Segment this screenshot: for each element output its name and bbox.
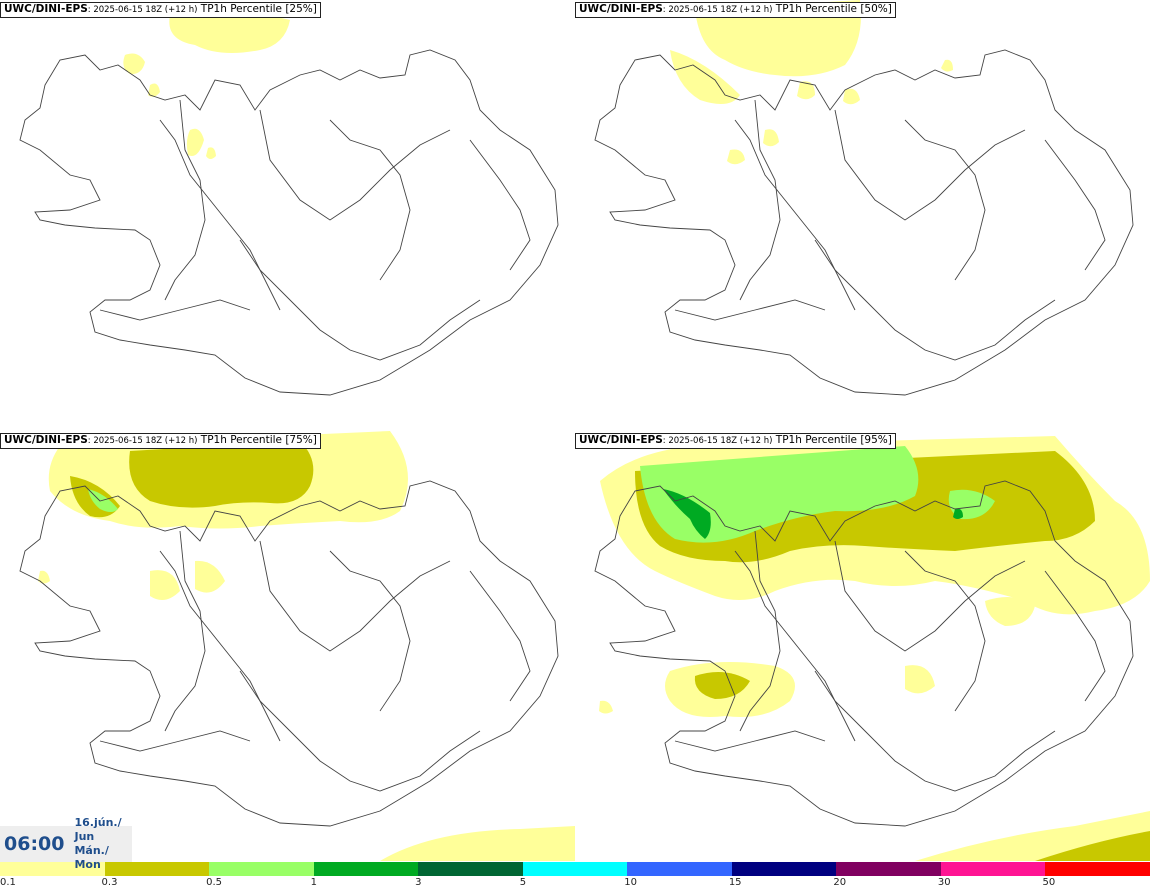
colorbar-label: 0.5 xyxy=(206,877,222,888)
run-time: : 2025-06-15 18Z (+12 h) xyxy=(87,5,198,15)
colorbar-segment xyxy=(522,862,628,876)
bottom-strip-p95 xyxy=(915,811,1150,861)
bottom-strip-p75 xyxy=(380,826,575,861)
valid-time: 06:00 xyxy=(4,833,65,855)
map-panel-p95: UWC/DINI-EPS: 2025-06-15 18Z (+12 h) TP1… xyxy=(575,431,1150,861)
product-label: TP1h Percentile [25%] xyxy=(197,3,317,15)
colorbar-segment xyxy=(313,862,419,876)
model-name: UWC/DINI-EPS xyxy=(579,3,663,15)
precip-field-p25 xyxy=(123,11,290,159)
colorbar-segment xyxy=(418,862,523,876)
precip-map-p75 xyxy=(19,431,575,861)
colorbar-label: 10 xyxy=(624,877,637,888)
map-panel-p50: UWC/DINI-EPS: 2025-06-15 18Z (+12 h) TP1… xyxy=(575,0,1150,430)
colorbar-label: 0.1 xyxy=(0,877,16,888)
map-panel-p75: UWC/DINI-EPS: 2025-06-15 18Z (+12 h) TP1… xyxy=(0,431,575,861)
product-label: TP1h Percentile [95%] xyxy=(772,434,892,446)
colorbar-segment xyxy=(731,862,837,876)
coastline-p50 xyxy=(594,49,1134,396)
colorbar-segment xyxy=(627,862,732,876)
panel-header-p25: UWC/DINI-EPS: 2025-06-15 18Z (+12 h) TP1… xyxy=(0,2,321,18)
model-name: UWC/DINI-EPS xyxy=(579,434,663,446)
run-time: : 2025-06-15 18Z (+12 h) xyxy=(662,436,773,446)
colorbar-labels: 0.1 0.3 0.5 1 3 5 10 15 20 30 50 xyxy=(0,876,1150,890)
colorbar-label: 20 xyxy=(833,877,847,888)
colorbar-segment xyxy=(0,862,105,876)
panel-header-p75: UWC/DINI-EPS: 2025-06-15 18Z (+12 h) TP1… xyxy=(0,433,321,449)
coastline-p95 xyxy=(594,480,1134,827)
valid-date-line1: 16.jún./ Jun xyxy=(74,816,122,843)
colorbar-label: 30 xyxy=(937,877,951,888)
colorbar-segment xyxy=(836,862,941,876)
valid-date-line2: Mán./ Mon xyxy=(74,844,109,871)
colorbar-label: 1 xyxy=(310,877,317,888)
coastline-p25 xyxy=(19,49,559,396)
product-label: TP1h Percentile [50%] xyxy=(772,3,892,15)
map-panel-p25: UWC/DINI-EPS: 2025-06-15 18Z (+12 h) TP1… xyxy=(0,0,575,430)
colorbar-label: 0.3 xyxy=(101,877,118,888)
precip-map-p95 xyxy=(594,436,1150,861)
colorbar-segment xyxy=(104,862,210,876)
colorbar-label: 5 xyxy=(519,877,527,888)
colorbar-label: 50 xyxy=(1042,877,1056,888)
run-time: : 2025-06-15 18Z (+12 h) xyxy=(87,436,198,446)
precip-field-p95-heavy xyxy=(663,489,963,539)
coastline-p75 xyxy=(19,480,559,827)
precip-field-p50 xyxy=(670,0,953,165)
valid-time-box: 06:00 16.jún./ Jun Mán./ Mon xyxy=(0,816,132,871)
panel-header-p95: UWC/DINI-EPS: 2025-06-15 18Z (+12 h) TP1… xyxy=(575,433,896,449)
precip-map-p25 xyxy=(19,11,559,396)
colorbar-segment xyxy=(1045,862,1150,876)
colorbar-segment xyxy=(940,862,1046,876)
panel-header-p50: UWC/DINI-EPS: 2025-06-15 18Z (+12 h) TP1… xyxy=(575,2,896,18)
product-label: TP1h Percentile [75%] xyxy=(197,434,317,446)
colorbar-label: 3 xyxy=(415,877,422,888)
precip-map-p50 xyxy=(594,0,1134,396)
colorbar-segment xyxy=(209,862,314,876)
run-time: : 2025-06-15 18Z (+12 h) xyxy=(662,5,773,15)
colorbar-label: 15 xyxy=(728,877,742,888)
model-name: UWC/DINI-EPS xyxy=(4,3,88,15)
valid-date: 16.jún./ Jun Mán./ Mon xyxy=(74,816,132,872)
model-name: UWC/DINI-EPS xyxy=(4,434,88,446)
colorbar xyxy=(0,862,1150,876)
